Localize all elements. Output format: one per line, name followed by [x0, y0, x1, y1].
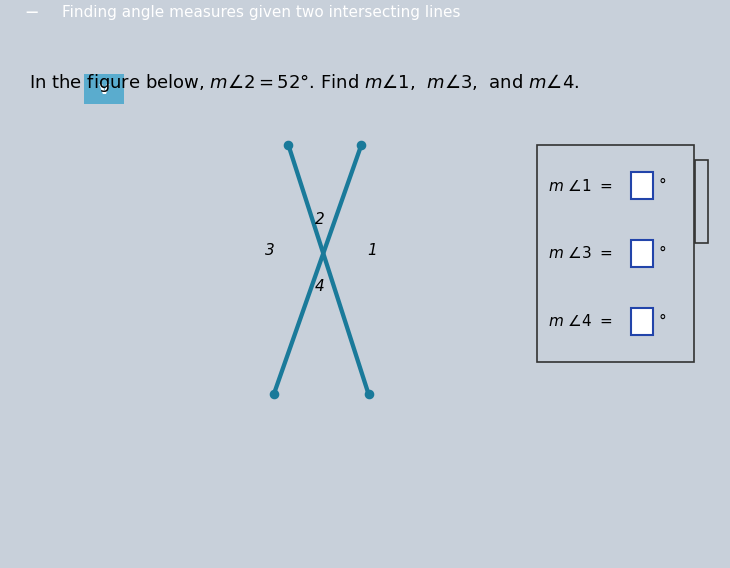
FancyBboxPatch shape: [631, 240, 653, 267]
FancyBboxPatch shape: [695, 160, 708, 243]
Text: —: —: [26, 6, 38, 19]
Point: [283, 140, 294, 149]
Text: 3: 3: [265, 243, 275, 258]
Text: $m\ \angle3\ =$: $m\ \angle3\ =$: [548, 245, 612, 261]
Point: [363, 390, 374, 399]
Text: °: °: [658, 246, 666, 261]
Text: In the figure below, $m\angle2=52°$. Find $m\angle1$,  $m\angle3$,  and $m\angle: In the figure below, $m\angle2=52°$. Fin…: [29, 72, 580, 94]
Text: 2: 2: [315, 212, 325, 227]
Text: °: °: [658, 178, 666, 193]
Text: 4: 4: [315, 279, 325, 294]
Text: 1: 1: [367, 243, 377, 258]
FancyBboxPatch shape: [537, 145, 694, 362]
Text: v: v: [99, 80, 110, 98]
FancyBboxPatch shape: [84, 74, 124, 104]
Point: [356, 140, 367, 149]
Text: $m\ \angle1\ =$: $m\ \angle1\ =$: [548, 178, 612, 194]
Point: [268, 390, 280, 399]
Text: °: °: [658, 314, 666, 329]
FancyBboxPatch shape: [631, 308, 653, 335]
FancyBboxPatch shape: [631, 172, 653, 199]
Text: $m\ \angle4\ =$: $m\ \angle4\ =$: [548, 313, 612, 329]
Text: Finding angle measures given two intersecting lines: Finding angle measures given two interse…: [62, 5, 461, 20]
